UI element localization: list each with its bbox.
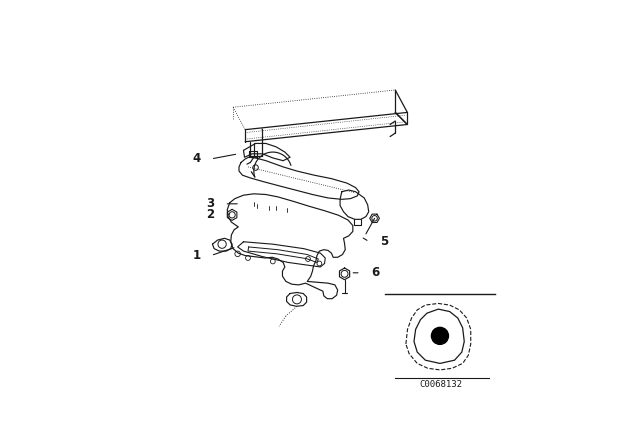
Text: 3: 3 (206, 197, 214, 210)
Text: 1: 1 (192, 249, 200, 262)
Text: 2: 2 (206, 208, 214, 221)
Text: 5: 5 (380, 235, 388, 248)
Text: 6: 6 (371, 266, 380, 279)
Text: C0068132: C0068132 (420, 380, 463, 389)
Text: 4: 4 (192, 152, 200, 165)
